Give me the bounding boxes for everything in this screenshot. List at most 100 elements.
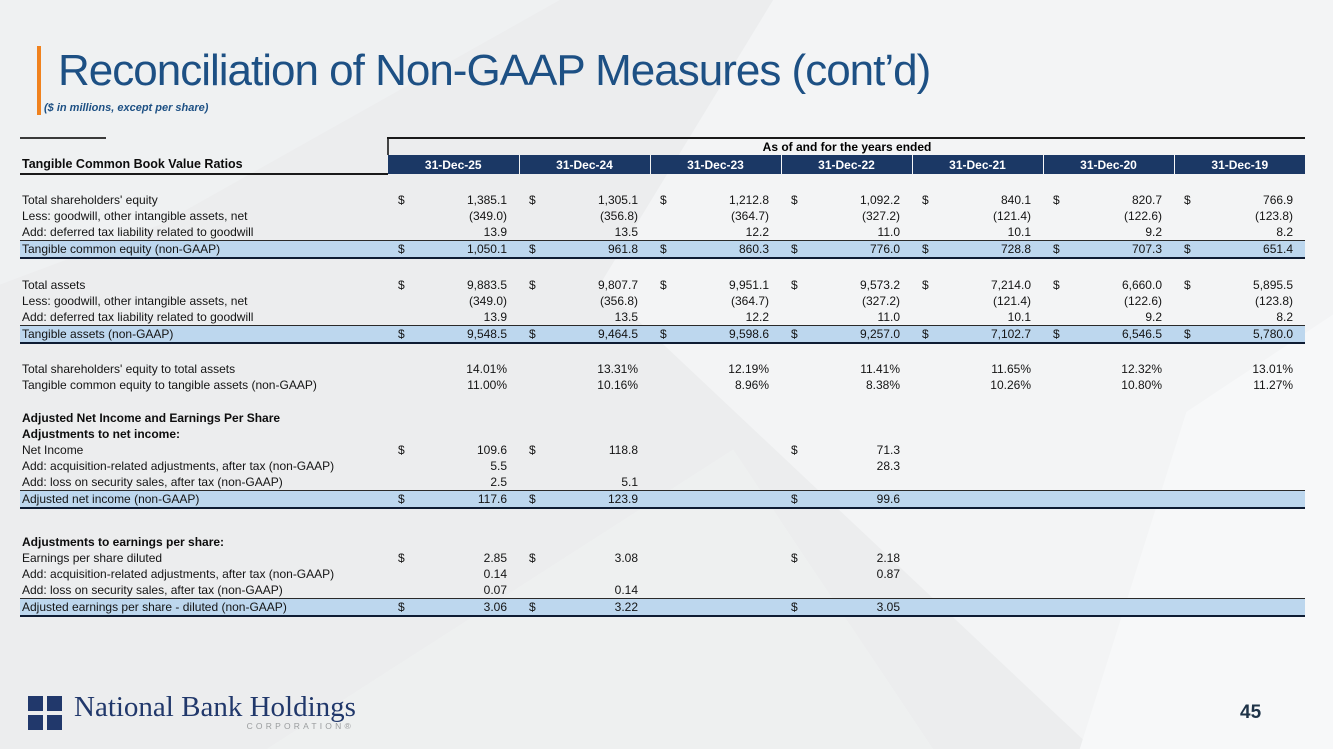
value-cell: 12.19%	[728, 362, 769, 376]
value-cell: 10.1	[912, 309, 1043, 326]
value-cell	[912, 550, 1043, 566]
value-cell: $6,660.0	[1053, 278, 1162, 292]
value-cell: $117.6	[388, 490, 519, 509]
spacer-cell	[20, 258, 1305, 277]
column-header: 31-Dec-20	[1042, 155, 1174, 174]
value-cell: $776.0	[781, 240, 912, 259]
spacer-row	[20, 174, 1305, 192]
spacer-row	[20, 508, 1305, 534]
table-row: Tangible common equity to tangible asset…	[20, 377, 1305, 393]
value-cell: $9,257.0	[781, 325, 912, 344]
value-cell	[912, 458, 1043, 474]
value-cell: 13.01%	[1252, 362, 1294, 376]
value-cell	[1043, 474, 1174, 491]
value-cell: (349.0)	[468, 209, 507, 223]
value-cell: $9,548.5	[388, 325, 519, 344]
value-cell: $766.9	[1184, 193, 1294, 207]
value-cell: $2.18	[791, 551, 900, 565]
row-label: Total shareholders' equity	[22, 193, 158, 207]
value-cell: 9.2	[1043, 309, 1174, 326]
row-label: Less: goodwill, other intangible assets,…	[22, 294, 248, 308]
section-label: Adjustments to earnings per share:	[22, 535, 225, 549]
value-cell: $2.85	[398, 551, 507, 565]
value-cell: 11.65%	[991, 362, 1031, 376]
value-cell: (123.8)	[1255, 294, 1294, 308]
value-cell	[650, 458, 781, 474]
total-row: Adjusted net income (non-GAAP) $117.6 $123…	[20, 490, 1306, 509]
table-row: Less: goodwill, other intangible assets,…	[20, 293, 1305, 309]
value-cell	[912, 474, 1043, 491]
value-cell: $99.6	[781, 490, 912, 509]
value-cell	[650, 442, 781, 458]
table-row: Net Income $109.6 $118.8 $71.3	[20, 442, 1305, 458]
value-cell: $860.3	[650, 240, 781, 259]
value-cell	[1174, 490, 1306, 509]
spacer-row	[20, 343, 1305, 361]
value-cell	[912, 566, 1043, 582]
value-cell	[912, 490, 1043, 509]
value-cell: 8.2	[1174, 309, 1306, 326]
value-cell: 10.16%	[597, 378, 638, 392]
value-cell: $3.22	[519, 598, 650, 617]
value-cell: $1,385.1	[398, 193, 507, 207]
section-label-row: Adjustments to earnings per share:	[20, 534, 1305, 550]
table-row: Add: deferred tax liability related to g…	[20, 224, 1306, 241]
value-cell	[519, 458, 650, 474]
value-cell: 0.07	[388, 582, 519, 599]
value-cell: 11.0	[781, 309, 912, 326]
table-row: Add: acquisition-related adjustments, af…	[20, 458, 1305, 474]
page-subtitle: ($ in millions, except per share)	[44, 102, 209, 114]
column-header: 31-Dec-23	[649, 155, 781, 174]
value-cell	[650, 598, 781, 617]
row-label: Add: acquisition-related adjustments, af…	[22, 459, 335, 473]
value-cell	[1174, 566, 1305, 582]
value-cell: $9,598.6	[650, 325, 781, 344]
value-cell: (364.7)	[730, 294, 769, 308]
value-cell: (122.6)	[1123, 209, 1162, 223]
value-cell: (364.7)	[730, 209, 769, 223]
spacer-cell	[20, 393, 1305, 410]
row-label: Add: acquisition-related adjustments, af…	[22, 567, 335, 581]
value-cell: 11.0	[781, 224, 912, 241]
row-label: Add: deferred tax liability related to g…	[20, 309, 388, 326]
value-cell: 0.87	[876, 567, 900, 581]
value-cell: $7,214.0	[922, 278, 1031, 292]
value-cell: $6,546.5	[1043, 325, 1174, 344]
spacer-row	[20, 393, 1305, 410]
column-header: 31-Dec-24	[518, 155, 650, 174]
row-label: Tangible common equity (non-GAAP)	[20, 240, 388, 259]
value-cell	[1174, 474, 1306, 491]
value-cell: $1,212.8	[660, 193, 769, 207]
value-cell	[650, 474, 781, 491]
section-label: Adjusted Net Income and Earnings Per Sha…	[22, 411, 281, 425]
value-cell: 11.41%	[860, 362, 900, 376]
value-cell: $118.8	[529, 443, 638, 457]
table-row: Total assets $9,883.5 $9,807.7 $9,951.1 $9,5…	[20, 277, 1305, 293]
value-cell	[1174, 458, 1305, 474]
value-cell: 5.5	[490, 459, 507, 473]
value-cell: (122.6)	[1123, 294, 1162, 308]
value-cell: 28.3	[876, 459, 900, 473]
value-cell: 10.80%	[1121, 378, 1162, 392]
value-cell: (356.8)	[599, 209, 638, 223]
row-label: Total shareholders' equity to total asse…	[22, 362, 236, 376]
row-label: Add: loss on security sales, after tax (…	[20, 474, 388, 491]
row-label: Total assets	[22, 278, 86, 292]
column-header-row: Tangible Common Book Value Ratios 31-Dec…	[20, 155, 1306, 175]
table-row: Less: goodwill, other intangible assets,…	[20, 208, 1305, 224]
value-cell	[1043, 550, 1174, 566]
value-cell: (123.8)	[1255, 209, 1294, 223]
value-cell: 10.1	[912, 224, 1043, 241]
group-header-row: As of and for the years ended	[20, 137, 1306, 155]
value-cell	[650, 566, 781, 582]
value-cell: $9,883.5	[398, 278, 507, 292]
value-cell: 12.2	[650, 224, 781, 241]
section-label-row: Adjusted Net Income and Earnings Per Sha…	[20, 410, 1305, 426]
value-cell: (327.2)	[861, 209, 900, 223]
table-row: Total shareholders' equity $1,385.1 $1,305…	[20, 192, 1305, 208]
table-row: Add: acquisition-related adjustments, af…	[20, 566, 1305, 582]
logo-company-name: National Bank Holdings	[74, 691, 356, 723]
value-cell	[912, 582, 1043, 599]
value-cell: $651.4	[1174, 240, 1306, 259]
row-label: Net Income	[22, 443, 84, 457]
